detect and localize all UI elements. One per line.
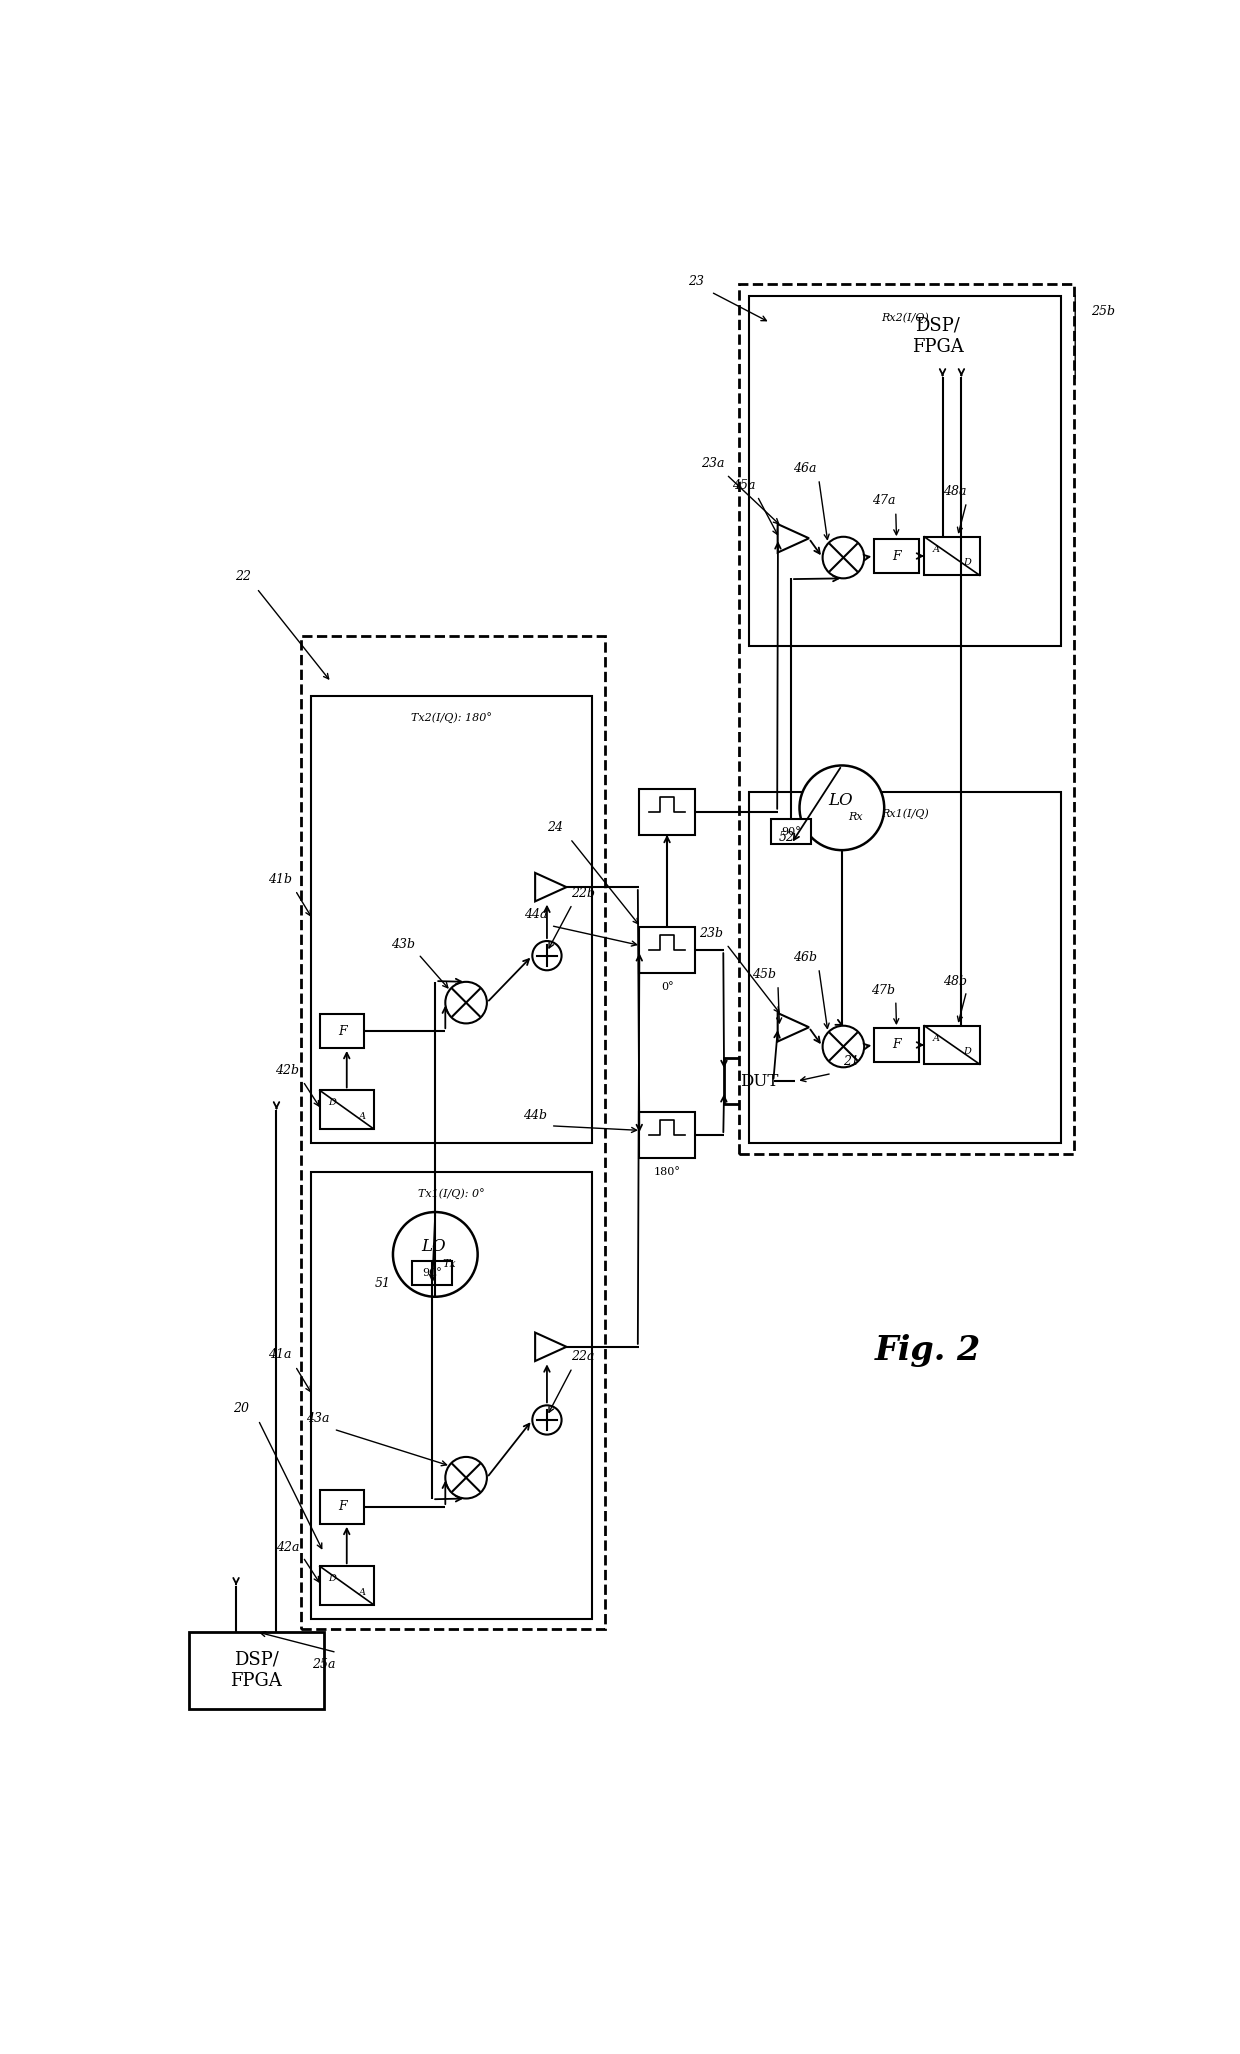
- Circle shape: [532, 941, 562, 969]
- Bar: [749, 793, 1061, 1142]
- Text: 43a: 43a: [306, 1411, 330, 1425]
- Text: D: D: [963, 559, 971, 567]
- Bar: [749, 296, 1061, 647]
- Text: 42b: 42b: [275, 1064, 300, 1076]
- Text: LO: LO: [828, 791, 853, 809]
- Bar: [320, 1567, 373, 1604]
- Text: D: D: [327, 1573, 336, 1584]
- Text: 45b: 45b: [753, 967, 776, 982]
- Bar: [300, 637, 605, 1629]
- Bar: [640, 926, 694, 974]
- Bar: [924, 1025, 980, 1064]
- Bar: [801, 296, 1074, 376]
- Circle shape: [822, 1025, 864, 1068]
- Bar: [640, 789, 694, 834]
- Text: Rx: Rx: [848, 811, 863, 822]
- Text: 44a: 44a: [523, 908, 547, 922]
- Bar: [874, 1029, 919, 1062]
- Bar: [320, 1489, 365, 1524]
- Circle shape: [445, 982, 487, 1023]
- Text: A: A: [358, 1111, 366, 1121]
- Text: Rx2(I/Q): Rx2(I/Q): [882, 312, 929, 322]
- Text: 23b: 23b: [699, 926, 723, 941]
- Text: 46a: 46a: [794, 462, 817, 474]
- Text: Tx2(I/Q): 180°: Tx2(I/Q): 180°: [410, 713, 491, 723]
- Text: 22: 22: [234, 571, 250, 583]
- Text: 21: 21: [843, 1056, 859, 1068]
- Text: 41b: 41b: [268, 873, 291, 885]
- Polygon shape: [777, 524, 808, 553]
- Text: 47a: 47a: [872, 495, 895, 507]
- Bar: [412, 1261, 453, 1286]
- Bar: [310, 696, 591, 1142]
- Text: 44b: 44b: [523, 1109, 547, 1121]
- Text: 48a: 48a: [944, 485, 967, 497]
- Text: 42a: 42a: [275, 1540, 299, 1553]
- Text: D: D: [963, 1048, 971, 1056]
- Bar: [320, 1015, 365, 1048]
- Text: 24: 24: [547, 820, 563, 834]
- Polygon shape: [536, 1333, 567, 1362]
- Text: 90°: 90°: [781, 826, 801, 836]
- Text: 22a: 22a: [572, 1349, 595, 1364]
- Text: 51: 51: [374, 1278, 391, 1290]
- Circle shape: [822, 536, 864, 579]
- Bar: [724, 1058, 795, 1105]
- Bar: [188, 1631, 324, 1709]
- Text: 46b: 46b: [792, 951, 817, 965]
- Text: F: F: [337, 1501, 346, 1514]
- Text: 45a: 45a: [732, 479, 755, 491]
- Text: Rx1(I/Q): Rx1(I/Q): [882, 809, 929, 820]
- Bar: [739, 283, 1074, 1154]
- Polygon shape: [536, 873, 567, 902]
- Text: 43b: 43b: [391, 937, 415, 951]
- Text: DSP/
FPGA: DSP/ FPGA: [231, 1651, 283, 1690]
- Text: 23a: 23a: [701, 458, 724, 470]
- Bar: [640, 1111, 694, 1158]
- Text: 41a: 41a: [268, 1347, 291, 1362]
- Text: DUT: DUT: [740, 1072, 779, 1091]
- Text: 47b: 47b: [872, 984, 895, 996]
- Circle shape: [532, 1405, 562, 1434]
- Text: 180°: 180°: [653, 1167, 681, 1177]
- Text: A: A: [358, 1588, 366, 1596]
- Text: F: F: [893, 550, 900, 563]
- Text: Tx1(I/Q): 0°: Tx1(I/Q): 0°: [418, 1187, 485, 1200]
- Text: DSP/
FPGA: DSP/ FPGA: [911, 316, 963, 355]
- Text: 90°: 90°: [423, 1267, 443, 1278]
- Text: A: A: [932, 544, 940, 555]
- Text: 25a: 25a: [312, 1658, 335, 1672]
- Text: Fig. 2: Fig. 2: [875, 1335, 981, 1368]
- Text: 22b: 22b: [572, 887, 595, 900]
- Text: Tx: Tx: [443, 1259, 456, 1269]
- Text: 20: 20: [233, 1403, 249, 1415]
- Text: 23: 23: [687, 275, 703, 288]
- Text: 25b: 25b: [1091, 304, 1115, 318]
- Bar: [310, 1173, 591, 1619]
- Text: D: D: [327, 1099, 336, 1107]
- Polygon shape: [777, 1013, 808, 1041]
- Circle shape: [800, 766, 884, 850]
- Circle shape: [445, 1456, 487, 1499]
- Text: 0°: 0°: [661, 982, 673, 992]
- Bar: [771, 820, 811, 844]
- Text: 48b: 48b: [944, 974, 967, 988]
- Circle shape: [393, 1212, 477, 1296]
- Text: F: F: [337, 1025, 346, 1037]
- Bar: [874, 538, 919, 573]
- Text: LO: LO: [422, 1239, 446, 1255]
- Text: A: A: [932, 1033, 940, 1043]
- Text: 52: 52: [779, 830, 795, 844]
- Bar: [320, 1091, 373, 1130]
- Bar: [924, 536, 980, 575]
- Text: F: F: [893, 1039, 900, 1052]
